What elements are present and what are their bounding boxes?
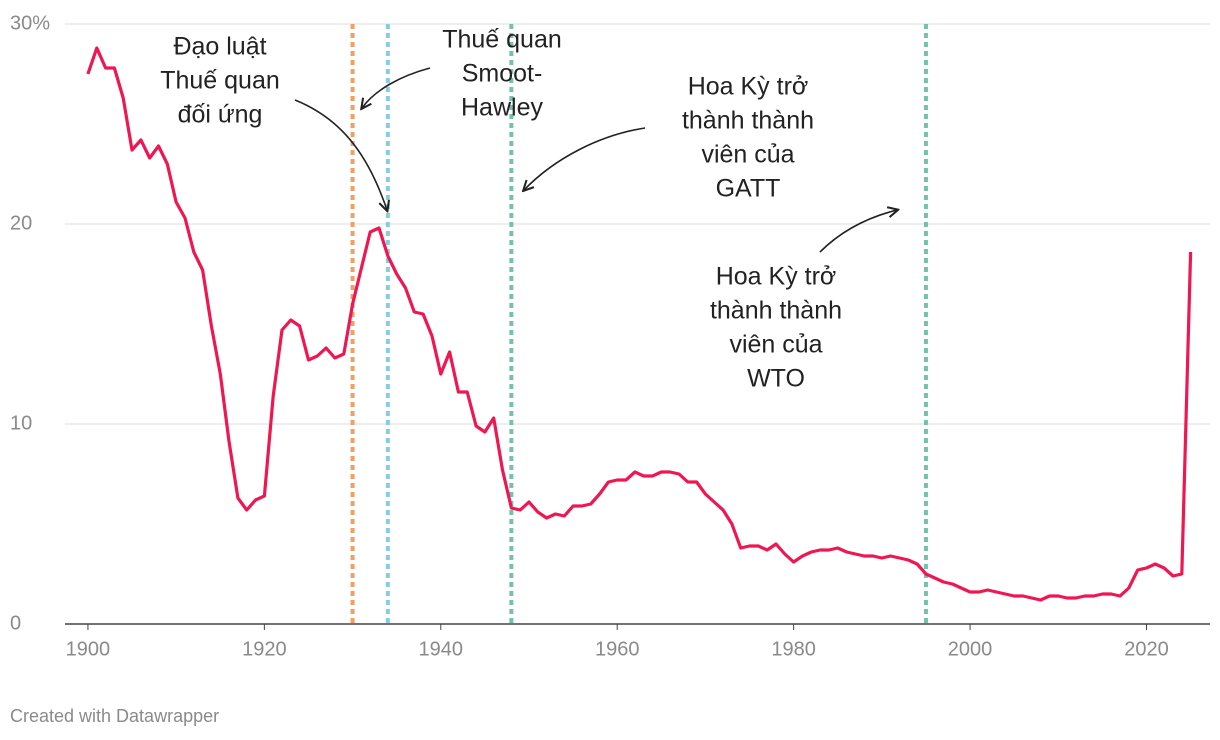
annotation: đối ứng: [178, 101, 263, 129]
x-tick-label: 1920: [242, 638, 287, 660]
annotation: Hawley: [461, 94, 543, 122]
x-tick-label: 2000: [948, 638, 993, 660]
annotation: thành thành: [710, 297, 842, 325]
annotation: viên của: [701, 141, 794, 169]
y-tick-label: 30%: [10, 12, 50, 34]
annotation: Hoa Kỳ trở: [716, 263, 837, 291]
annotation: Thuế quan: [160, 67, 280, 95]
annotation: Hoa Kỳ trở: [688, 73, 809, 101]
arrow: [819, 210, 897, 253]
y-tick-label: 10: [10, 412, 32, 434]
x-tick-label: 2020: [1124, 638, 1169, 660]
y-tick-label: 0: [10, 612, 21, 634]
arrow: [362, 67, 431, 108]
annotation: Đạo luật: [173, 33, 266, 61]
x-tick-label: 1900: [66, 638, 111, 660]
footer: Created with Datawrapper: [10, 706, 219, 726]
annotation: Smoot-: [462, 60, 543, 88]
x-tick-label: 1960: [595, 638, 640, 660]
annotation: Thuế quan: [442, 26, 562, 54]
line: [86, 46, 1193, 602]
y-tick-label: 20: [10, 212, 32, 234]
annotation: viên của: [729, 331, 822, 359]
x-tick-label: 1940: [419, 638, 464, 660]
annotation: WTO: [747, 365, 805, 393]
x-tick-label: 1980: [771, 638, 816, 660]
arrow: [524, 127, 646, 190]
arrow: [294, 99, 387, 210]
annotation: GATT: [716, 175, 781, 203]
annotation: thành thành: [682, 107, 814, 135]
